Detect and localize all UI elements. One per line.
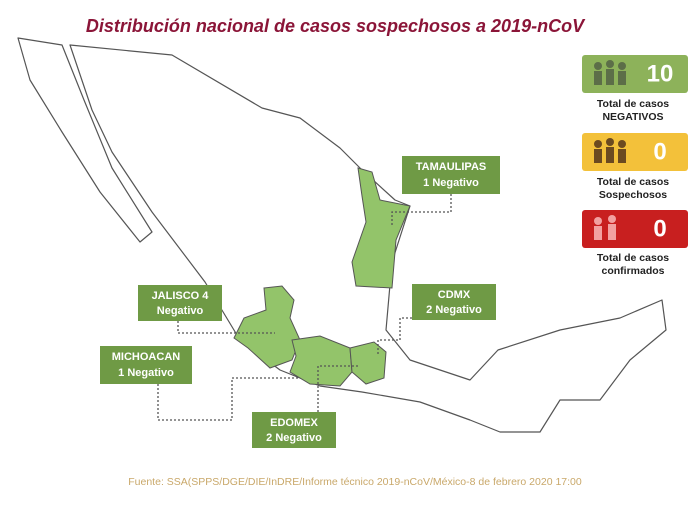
callout-box — [412, 284, 496, 320]
callout: TAMAULIPAS 1 Negativo — [391, 156, 500, 225]
total-value: 0 — [653, 138, 666, 165]
callout-result: 2 Negativo — [426, 304, 482, 316]
callout-result: 1 Negativo — [118, 367, 174, 379]
callout-name: EDOMEX — [270, 417, 318, 429]
total: 0 Total de casos confirmados — [582, 210, 688, 277]
callout-name: JALISCO 4 — [152, 290, 210, 302]
callout-name: TAMAULIPAS — [416, 161, 486, 173]
map — [17, 37, 667, 433]
callout-result: 1 Negativo — [423, 177, 479, 189]
callout-name: CDMX — [438, 289, 471, 301]
callout-result: 2 Negativo — [266, 432, 322, 444]
title: Distribución nacional de casos sospechos… — [86, 16, 586, 36]
callout-box — [100, 346, 192, 384]
callout-box — [402, 156, 500, 194]
callout-box — [252, 412, 336, 448]
total: 0 Total de casos Sospechosos — [582, 133, 688, 201]
callout: EDOMEX 2 Negativo — [252, 365, 360, 448]
total-label: Total de casos — [597, 252, 669, 264]
callout: CDMX 2 Negativo — [377, 284, 496, 355]
callout-name: MICHOACAN — [112, 351, 180, 363]
total-label: Total de casos — [597, 98, 669, 110]
callout: MICHOACAN 1 Negativo — [100, 346, 300, 421]
total: 10 Total de casos NEGATIVOS — [582, 55, 688, 123]
total-label: NEGATIVOS — [602, 111, 663, 123]
total-value: 10 — [647, 60, 674, 87]
callout-box — [138, 285, 222, 321]
total-value: 0 — [653, 215, 666, 242]
total-label: Sospechosos — [599, 189, 667, 201]
callout-result: Negativo — [157, 305, 204, 317]
callout: JALISCO 4 Negativo — [138, 285, 275, 334]
source: Fuente: SSA(SPPS/DGE/DIE/InDRE/Informe t… — [128, 476, 582, 488]
total-label: confirmados — [601, 265, 664, 277]
total-label: Total de casos — [597, 176, 669, 188]
